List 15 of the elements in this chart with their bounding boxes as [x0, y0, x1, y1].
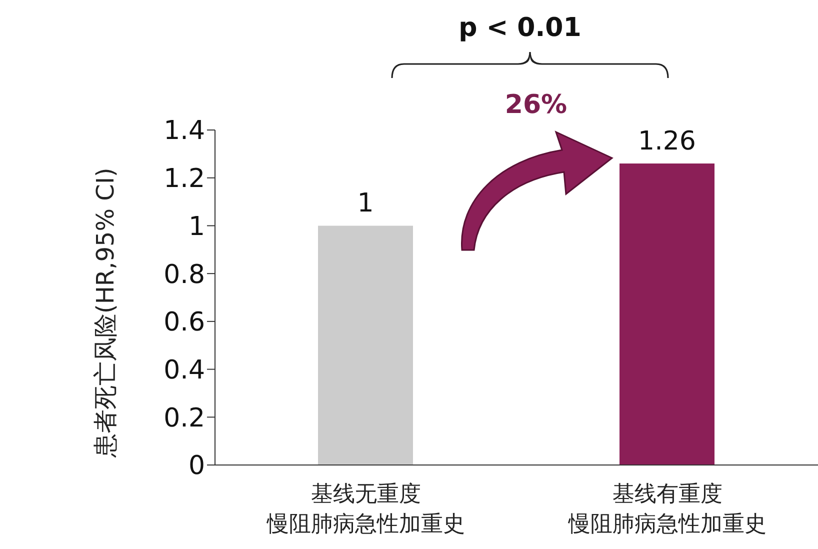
- y-tick-label: 0.4: [164, 356, 205, 386]
- data-label: 1.26: [638, 126, 696, 156]
- y-axis-title: 患者死亡风险(HR,95% CI): [92, 168, 120, 458]
- text: 26%: [504, 90, 568, 120]
- y-tick-label: 0.2: [164, 403, 205, 434]
- y-tick-label: 1.2: [164, 164, 205, 194]
- y-tick-label: 1: [188, 212, 205, 242]
- x-tick-label: 基线有重度慢阻肺病急性加重史: [567, 482, 766, 537]
- text: p < 0.01: [458, 13, 582, 43]
- x-tick-label: 基线无重度慢阻肺病急性加重史: [266, 482, 465, 537]
- data-label: 1: [357, 188, 374, 219]
- y-tick-label: 0.6: [164, 308, 205, 338]
- y-tick-label: 0: [188, 451, 205, 482]
- y-tick-label: 1.4: [164, 116, 205, 146]
- y-tick-label: 0.8: [164, 260, 205, 290]
